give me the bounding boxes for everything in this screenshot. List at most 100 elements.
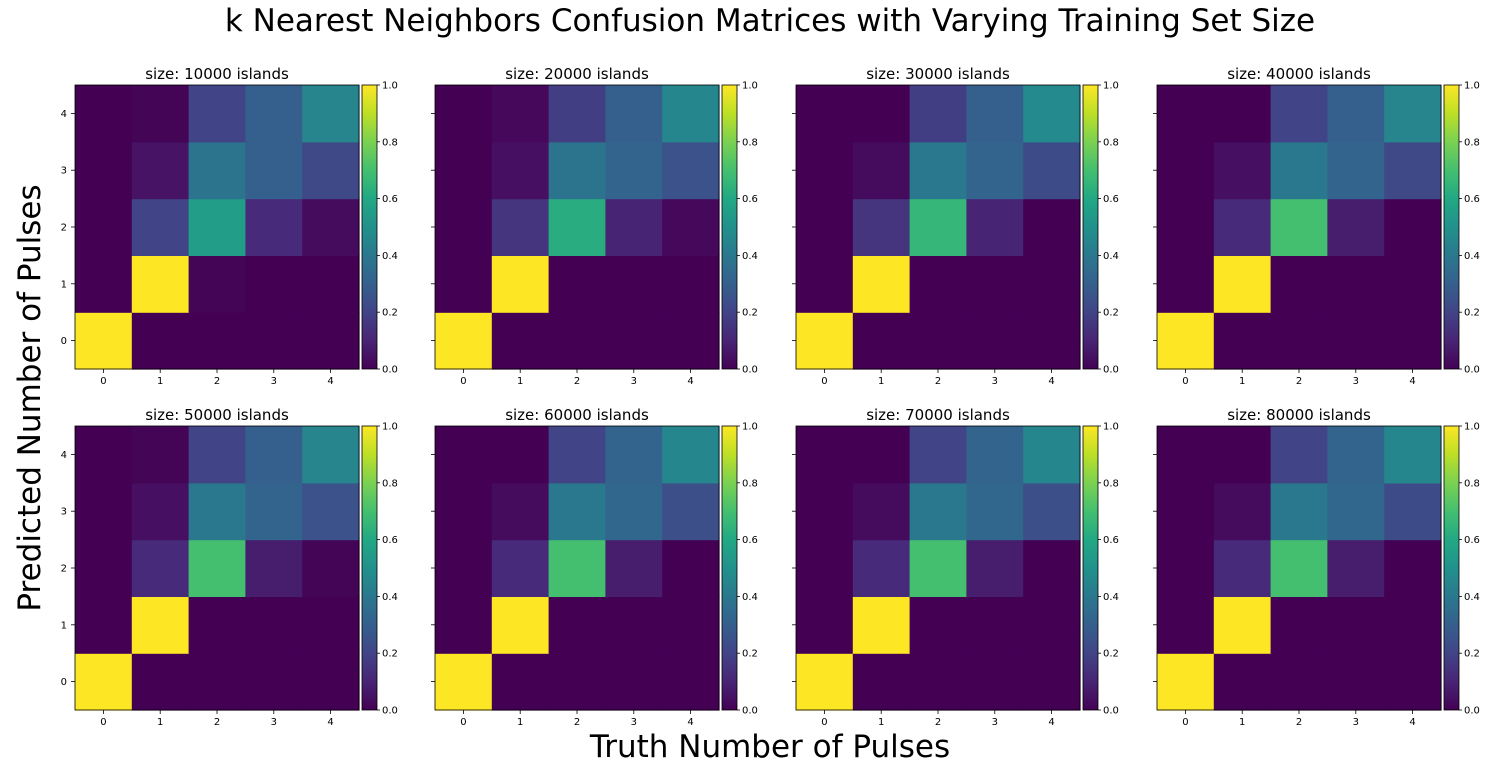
heatmap-cell — [548, 596, 606, 654]
heatmap-cell — [302, 198, 360, 256]
heatmap-cell — [131, 85, 190, 143]
y-tick-label: 1 — [61, 279, 67, 290]
colorbar — [1444, 426, 1459, 710]
colorbar-tick-label: 1.0 — [1464, 422, 1480, 433]
heatmap-cell — [1327, 85, 1385, 143]
colorbar-tick-label: 0.4 — [382, 251, 398, 262]
heatmap-cell — [1157, 482, 1215, 541]
heatmap-cell — [852, 312, 911, 370]
heatmap-cell — [491, 255, 550, 313]
colorbar-frame — [361, 425, 378, 711]
heatmap-cell — [131, 482, 190, 541]
heatmap-cell — [852, 85, 911, 143]
colorbar-tick-label: 0.2 — [382, 649, 398, 660]
heatmap-cell — [1213, 482, 1272, 541]
heatmap-cell — [188, 85, 246, 143]
heatmap-cell — [1157, 141, 1215, 200]
colorbar — [722, 426, 737, 710]
x-tick-label: 2 — [935, 376, 941, 387]
heatmap-cell — [966, 596, 1024, 654]
heatmap-cell — [909, 482, 967, 541]
colorbar-tick-label: 0.0 — [1464, 365, 1480, 376]
heatmap-cell — [1213, 426, 1272, 484]
heatmap-cell — [1270, 255, 1328, 313]
heatmap-cell — [852, 596, 911, 654]
heatmap-cell — [435, 596, 493, 654]
colorbar-tick-label: 0.4 — [1464, 592, 1480, 603]
colorbar-tick-label: 0.2 — [382, 308, 398, 319]
panel-title: size: 20000 islands — [505, 65, 649, 83]
heatmap-cell — [491, 653, 550, 711]
heatmap-cell — [796, 596, 854, 654]
heatmap-cell — [1270, 85, 1328, 143]
colorbar-tick-label: 0.8 — [382, 478, 398, 489]
heatmap-cell — [662, 539, 720, 597]
colorbar-tick-label: 0.6 — [742, 535, 758, 546]
heatmap-cell — [796, 426, 854, 484]
x-tick-label: 0 — [1182, 376, 1188, 387]
heatmap-cell — [435, 482, 493, 541]
heatmap-cell — [909, 198, 967, 256]
heatmap-cell — [491, 539, 550, 597]
colorbar-tick-label: 0.6 — [1103, 535, 1119, 546]
colorbar-tick-label: 0.6 — [382, 194, 398, 205]
heatmap-cell — [909, 255, 967, 313]
colorbar-tick-label: 0.6 — [1103, 194, 1119, 205]
colorbar-tick-label: 1.0 — [742, 422, 758, 433]
heatmap-panel-2: size: 20000 islands 0 1 2 3 4 0.0 0.2 0.4 0.6 0.8 1… — [431, 65, 758, 387]
heatmap-cell — [548, 198, 606, 256]
colorbar-tick-label: 1.0 — [382, 422, 398, 433]
heatmap-cell — [1023, 141, 1081, 200]
heatmap-cell — [548, 85, 606, 143]
heatmap-cell — [662, 198, 720, 256]
heatmap-cell — [1270, 596, 1328, 654]
colorbar-frame — [1082, 84, 1099, 370]
heatmap-cell — [796, 141, 854, 200]
x-tick-label: 3 — [992, 717, 998, 728]
heatmap-cell — [435, 539, 493, 597]
heatmap-cell — [548, 141, 606, 200]
heatmap-cell — [548, 255, 606, 313]
heatmap-cell — [131, 426, 190, 484]
heatmap-cell — [966, 255, 1024, 313]
heatmap-cell — [1327, 539, 1385, 597]
colorbar-tick-label: 0.0 — [742, 365, 758, 376]
heatmap-cell — [302, 539, 360, 597]
heatmap-cell — [662, 426, 720, 484]
heatmap-cell — [605, 596, 663, 654]
heatmap-cell — [245, 426, 303, 484]
heatmap-cell — [75, 653, 133, 711]
heatmap-cell — [302, 255, 360, 313]
heatmap-cell — [1384, 539, 1442, 597]
colorbar-tick-label: 1.0 — [382, 81, 398, 92]
heatmap-cell — [1023, 85, 1081, 143]
colorbar — [1444, 85, 1459, 369]
x-tick-label: 3 — [992, 376, 998, 387]
colorbar — [362, 85, 377, 369]
heatmap-cell — [245, 312, 303, 370]
heatmap-cell — [75, 198, 133, 256]
heatmap-cell — [966, 198, 1024, 256]
x-tick-label: 1 — [517, 717, 523, 728]
x-tick-label: 1 — [1239, 376, 1245, 387]
heatmap-cell — [302, 653, 360, 711]
heatmap-cell — [1023, 312, 1081, 370]
heatmap-cell — [1023, 596, 1081, 654]
x-tick-label: 2 — [935, 717, 941, 728]
heatmap-cell — [1157, 85, 1215, 143]
x-tick-label: 1 — [517, 376, 523, 387]
colorbar-tick-label: 0.4 — [1464, 251, 1480, 262]
heatmap-cell — [245, 85, 303, 143]
x-tick-label: 0 — [1182, 717, 1188, 728]
heatmap-cell — [966, 141, 1024, 200]
heatmap-cell — [131, 653, 190, 711]
heatmap-cell — [491, 312, 550, 370]
heatmap-panel-4: size: 40000 islands 0 1 2 3 4 0.0 0.2 0.4 0.6 0.8 1… — [1153, 65, 1480, 387]
x-tick-label: 4 — [687, 376, 693, 387]
heatmap-cell — [1213, 596, 1272, 654]
heatmap-cell — [966, 426, 1024, 484]
heatmap-cell — [1213, 255, 1272, 313]
heatmap-cell — [75, 312, 133, 370]
heatmap-cell — [1023, 653, 1081, 711]
colorbar-tick-label: 0.0 — [1103, 365, 1119, 376]
